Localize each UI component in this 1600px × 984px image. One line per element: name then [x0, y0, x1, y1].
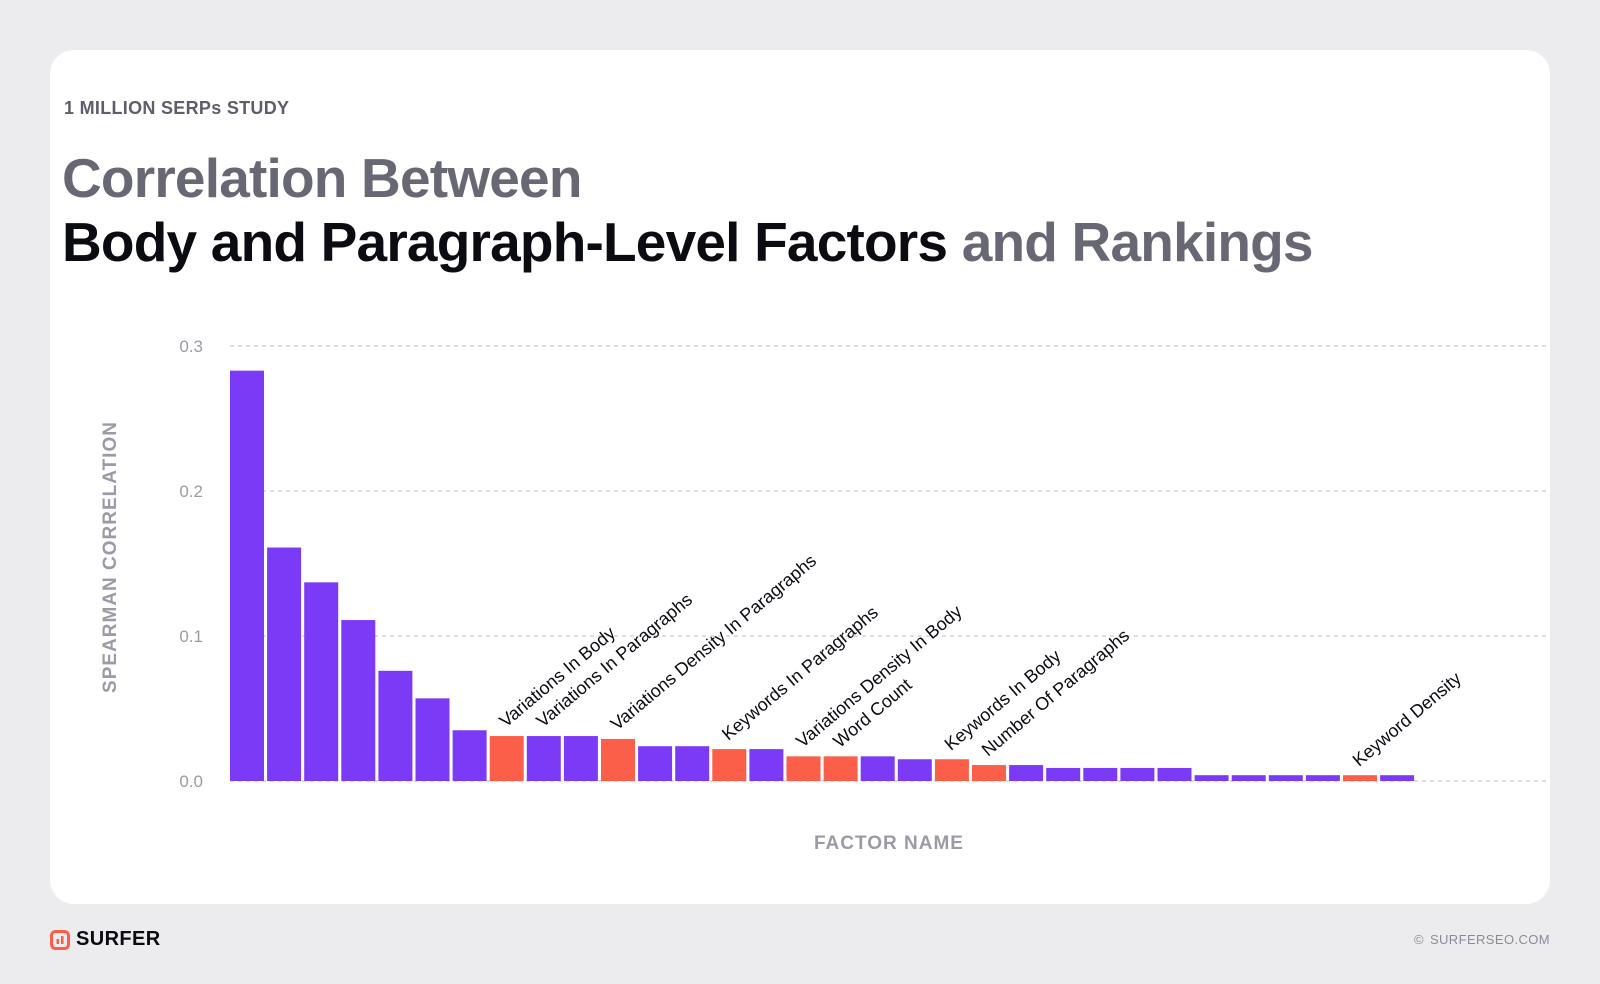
- y-tick-label: 0.2: [179, 482, 203, 501]
- surfer-logo-icon: [50, 929, 70, 950]
- bar: [1343, 775, 1377, 781]
- bar: [972, 765, 1006, 781]
- surfer-logo[interactable]: SURFER: [50, 928, 161, 951]
- bar: [712, 749, 747, 781]
- y-axis-label: SPEARMAN CORRELATION: [100, 421, 121, 693]
- title-line-1: Correlation Between: [62, 147, 582, 209]
- bar: [452, 730, 487, 781]
- bar: [1157, 767, 1192, 781]
- page-title: Correlation Between Body and Paragraph-L…: [62, 146, 1314, 274]
- copyright-text: SURFERSEO.COM: [1429, 932, 1550, 947]
- bar: [1120, 767, 1155, 781]
- bar-label: Keyword Density: [1349, 668, 1465, 770]
- bar: [749, 749, 784, 781]
- y-axis-ticks: 0.0 0.1 0.2 0.3: [179, 337, 203, 791]
- bar: [1380, 775, 1415, 781]
- bar: [378, 670, 413, 781]
- gridlines: [230, 345, 1550, 782]
- bar: [1305, 775, 1340, 781]
- copyright-notice: © SURFERSEO.COM: [1414, 932, 1550, 947]
- bars: [230, 370, 1415, 781]
- bar: [1194, 775, 1229, 781]
- bar: [415, 698, 450, 781]
- y-tick-label: 0.0: [179, 772, 203, 791]
- x-axis-label: FACTOR NAME: [814, 833, 964, 854]
- bar: [675, 746, 710, 781]
- bar: [1009, 765, 1044, 781]
- eyebrow-text: 1 MILLION SERPs STUDY: [64, 98, 290, 118]
- y-tick-label: 0.3: [179, 337, 203, 356]
- bar: [1083, 767, 1118, 781]
- bar: [563, 736, 598, 781]
- bar: [1268, 775, 1303, 781]
- bar: [489, 736, 524, 781]
- bar: [526, 736, 561, 781]
- bar: [860, 756, 895, 781]
- bar: [934, 759, 969, 781]
- bar: [341, 620, 376, 781]
- bar-label: Variations In Paragraphs: [533, 589, 697, 731]
- title-emphasis: Body and Paragraph-Level Factors: [62, 211, 948, 273]
- copyright-icon: ©: [1413, 932, 1424, 947]
- bar: [230, 370, 264, 781]
- bar-label: Variations Density In Body: [792, 601, 966, 751]
- brand-name: SURFER: [76, 928, 161, 950]
- title-suffix: and Rankings: [947, 211, 1314, 273]
- bar: [1231, 775, 1266, 781]
- bar: [1046, 767, 1081, 781]
- bar: [638, 746, 673, 781]
- bar: [897, 759, 932, 781]
- bar: [823, 756, 858, 781]
- bar: [304, 582, 339, 781]
- y-tick-label: 0.1: [179, 627, 203, 646]
- bar: [601, 738, 635, 781]
- bar: [267, 547, 302, 781]
- bar: [786, 756, 821, 781]
